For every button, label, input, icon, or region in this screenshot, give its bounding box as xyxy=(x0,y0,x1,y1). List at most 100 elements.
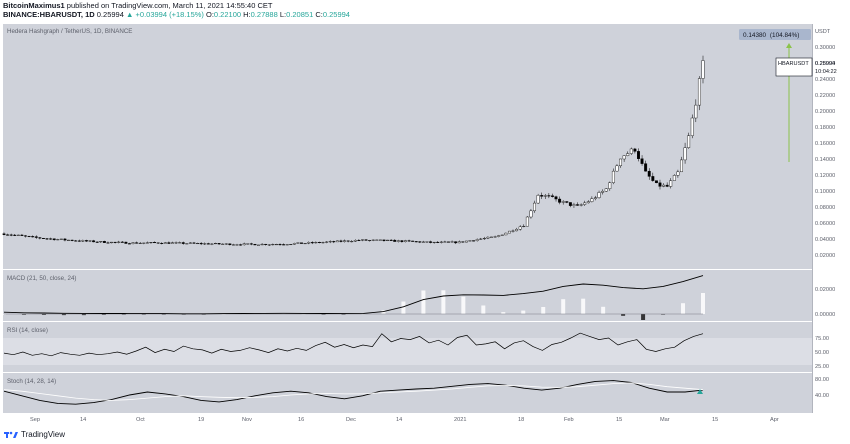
candle-body xyxy=(271,244,275,246)
candle-body xyxy=(357,240,361,242)
macd-histogram-bar xyxy=(381,310,386,314)
candle-body xyxy=(99,241,103,243)
candle-body xyxy=(497,235,501,237)
candle-body xyxy=(38,237,42,239)
candle-body xyxy=(224,243,228,245)
symbol-label: BINANCE:HBARUSDT, 1D xyxy=(3,10,95,19)
macd-histogram-bar xyxy=(501,312,506,314)
candle-body xyxy=(217,243,221,245)
price-pane[interactable] xyxy=(3,24,812,269)
macd-histogram-bar xyxy=(641,314,646,320)
high-value: 0.27888 xyxy=(250,10,278,19)
author-name: BitcoinMaximus1 xyxy=(3,1,65,10)
macd-histogram-bar xyxy=(341,314,346,315)
macd-tick: 0.00000 xyxy=(815,312,835,318)
macd-histogram-bar xyxy=(681,303,686,314)
time-tick: 14 xyxy=(80,417,86,423)
last-price-symbol: HBARUSDT xyxy=(778,61,809,67)
up-triangle-icon: ▲ xyxy=(125,10,134,19)
candle-body xyxy=(479,238,483,240)
price-tick: 0.08000 xyxy=(815,205,835,211)
candle-body xyxy=(88,240,92,242)
tradingview-brand: TradingView xyxy=(21,430,66,439)
candle-body xyxy=(92,240,96,243)
candle-body xyxy=(511,230,515,232)
macd-pane[interactable] xyxy=(3,270,812,321)
price-axis-unit: USDT xyxy=(815,29,831,35)
price-change: +0.03994 (+18.15%) xyxy=(135,10,204,19)
candle-body xyxy=(135,242,139,244)
price-tick: 0.28000 xyxy=(815,61,835,67)
candle-body xyxy=(31,236,35,238)
candle-body xyxy=(447,241,450,243)
candle-body xyxy=(321,242,325,244)
candles-layer xyxy=(2,55,705,246)
time-tick: Oct xyxy=(136,417,145,423)
candle-body xyxy=(586,201,590,204)
candle-body xyxy=(536,195,540,204)
candle-body xyxy=(665,184,669,187)
macd-histogram-bar xyxy=(441,290,446,314)
candle-body xyxy=(518,226,522,230)
candle-body xyxy=(257,244,260,246)
candle-body xyxy=(45,238,49,240)
candle-body xyxy=(450,241,454,243)
macd-histogram-bar xyxy=(321,314,326,315)
candle-body xyxy=(34,236,38,238)
candle-body xyxy=(594,197,597,199)
candle-body xyxy=(669,180,673,187)
candle-body xyxy=(292,243,296,245)
candle-body xyxy=(604,188,608,192)
candle-body xyxy=(325,241,329,243)
candle-body xyxy=(626,153,630,156)
rsi-tick: 50.00 xyxy=(815,350,829,356)
candle-body xyxy=(576,204,579,206)
publication-line: BitcoinMaximus1 published on TradingView… xyxy=(3,1,272,10)
macd-histogram-bar xyxy=(161,314,166,315)
candle-body xyxy=(364,239,368,241)
measure-percent: (104.84%) xyxy=(770,32,800,39)
stoch-pane[interactable] xyxy=(3,373,812,413)
candle-body xyxy=(156,242,160,244)
macd-histogram-bar xyxy=(181,314,186,315)
candle-body xyxy=(206,243,210,245)
candle-body xyxy=(475,239,479,241)
candle-body xyxy=(264,243,268,245)
macd-histogram-bar xyxy=(581,298,586,314)
candle-body xyxy=(443,241,447,243)
open-value: 0.22100 xyxy=(213,10,242,19)
candle-body xyxy=(525,216,529,227)
candle-body xyxy=(619,158,623,167)
candle-body xyxy=(432,241,436,243)
macd-histogram-bar xyxy=(101,314,106,315)
candle-body xyxy=(371,239,375,241)
time-tick: 16 xyxy=(298,417,304,423)
candle-body xyxy=(52,238,56,241)
candle-body xyxy=(515,229,519,232)
candle-body xyxy=(27,235,31,237)
macd-histogram-bar xyxy=(421,290,426,314)
tradingview-footer[interactable]: TradingView xyxy=(4,430,65,439)
candle-body xyxy=(296,242,300,244)
candle-body xyxy=(314,242,318,244)
candle-body xyxy=(543,195,547,197)
candle-body xyxy=(540,195,544,197)
candle-body xyxy=(6,234,10,236)
candle-body xyxy=(579,204,583,206)
candle-body xyxy=(683,147,687,161)
candle-body xyxy=(676,171,680,176)
macd-histogram-bar xyxy=(61,314,66,316)
time-tick: Sep xyxy=(30,417,40,423)
candle-body xyxy=(106,242,110,244)
candle-body xyxy=(554,196,558,200)
macd-histogram-bar xyxy=(521,310,526,314)
candle-body xyxy=(457,241,461,244)
candle-body xyxy=(572,204,576,206)
candle-body xyxy=(633,148,637,152)
macd-tick: 0.02000 xyxy=(815,287,835,293)
candle-body xyxy=(41,237,45,239)
candle-body xyxy=(400,240,404,242)
candle-body xyxy=(393,239,397,242)
rsi-band xyxy=(3,338,812,365)
